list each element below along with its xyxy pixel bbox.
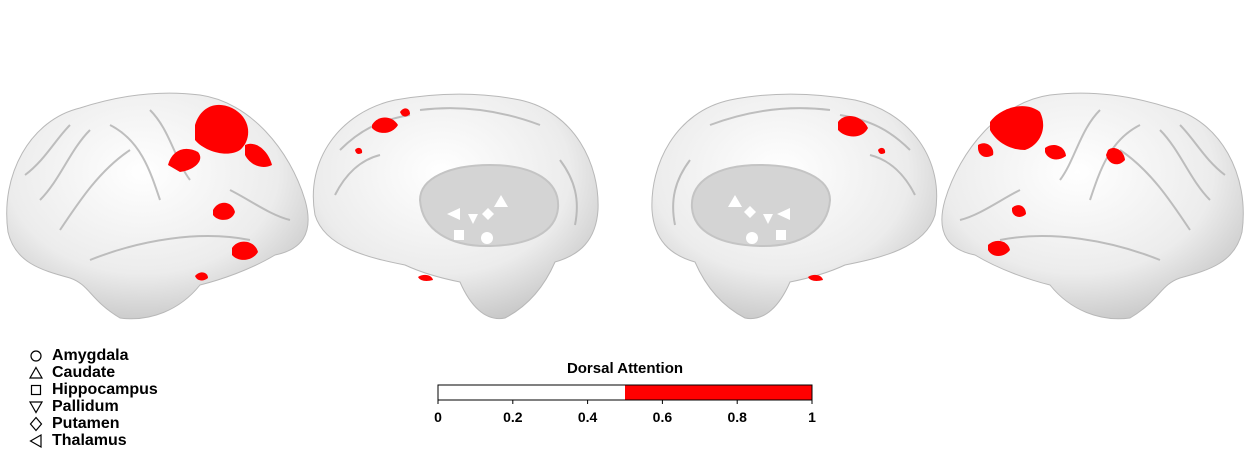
callosal-region	[690, 163, 832, 248]
legend-item-hippocampus: Hippocampus	[28, 381, 158, 398]
highlight-regions	[355, 108, 433, 281]
colorbar-low-segment	[438, 385, 625, 400]
triangle-up-icon	[28, 365, 44, 379]
legend-label: Caudate	[52, 364, 116, 381]
highlight-regions	[978, 106, 1125, 256]
legend-item-putamen: Putamen	[28, 415, 158, 432]
legend-item-thalamus: Thalamus	[28, 432, 158, 449]
putamen-marker	[744, 206, 756, 218]
colorbar-tick-label: 0.6	[653, 409, 673, 425]
pallidum-marker	[763, 214, 773, 224]
colorbar-ticks: 0 0.2 0.4 0.6 0.8 1	[434, 400, 816, 425]
legend-label: Hippocampus	[52, 381, 158, 398]
legend-label: Thalamus	[52, 432, 127, 449]
putamen-marker	[482, 208, 494, 220]
square-icon	[30, 384, 42, 395]
hippocampus-marker	[776, 230, 786, 240]
legend-item-caudate: Caudate	[28, 364, 158, 381]
colorbar-tick-label: 0.4	[578, 409, 598, 425]
callosal-region	[418, 163, 560, 248]
colorbar-tick-label: 0.8	[727, 409, 747, 425]
legend-label: Amygdala	[52, 347, 129, 364]
brain-right-lateral-view	[941, 92, 1244, 320]
legend-label: Putamen	[52, 415, 120, 432]
subcortical-markers	[728, 195, 790, 244]
brain-right-medial-view	[651, 93, 938, 320]
diamond-icon	[29, 416, 43, 431]
caudate-marker	[494, 195, 508, 207]
colorbar-title: Dorsal Attention	[566, 360, 684, 377]
legend-item-amygdala: Amygdala	[28, 347, 158, 364]
thalamus-marker	[447, 208, 460, 220]
triangle-down-icon	[28, 400, 44, 414]
legend-item-pallidum: Pallidum	[28, 398, 158, 415]
colorbar-tick-label: 1	[808, 409, 816, 425]
cortex-surface	[941, 92, 1244, 320]
colorbar-high-segment	[625, 385, 812, 400]
circle-icon	[30, 349, 42, 362]
subcortical-markers	[447, 195, 508, 244]
highlight-regions	[808, 116, 886, 281]
thalamus-marker	[777, 208, 790, 220]
subcortical-legend: Amygdala Caudate Hippocampus Pallidum Pu…	[28, 347, 158, 449]
caudate-marker	[728, 195, 742, 207]
brain-left-lateral-view	[6, 92, 309, 320]
amygdala-marker	[481, 232, 493, 244]
cortex-surface	[6, 92, 309, 320]
amygdala-marker	[746, 232, 758, 244]
colorbar-tick-label: 0.2	[503, 409, 523, 425]
colorbar: 0 0.2 0.4 0.6 0.8 1	[434, 384, 816, 425]
pallidum-marker	[468, 214, 478, 224]
colorbar-frame	[437, 384, 813, 401]
highlight-regions	[168, 104, 272, 281]
hippocampus-marker	[454, 230, 464, 240]
brain-surface-views	[6, 92, 1244, 320]
legend-label: Pallidum	[52, 398, 119, 415]
triangle-left-icon	[29, 433, 42, 448]
colorbar-tick-label: 0	[434, 409, 442, 425]
brain-left-medial-view	[312, 93, 599, 320]
